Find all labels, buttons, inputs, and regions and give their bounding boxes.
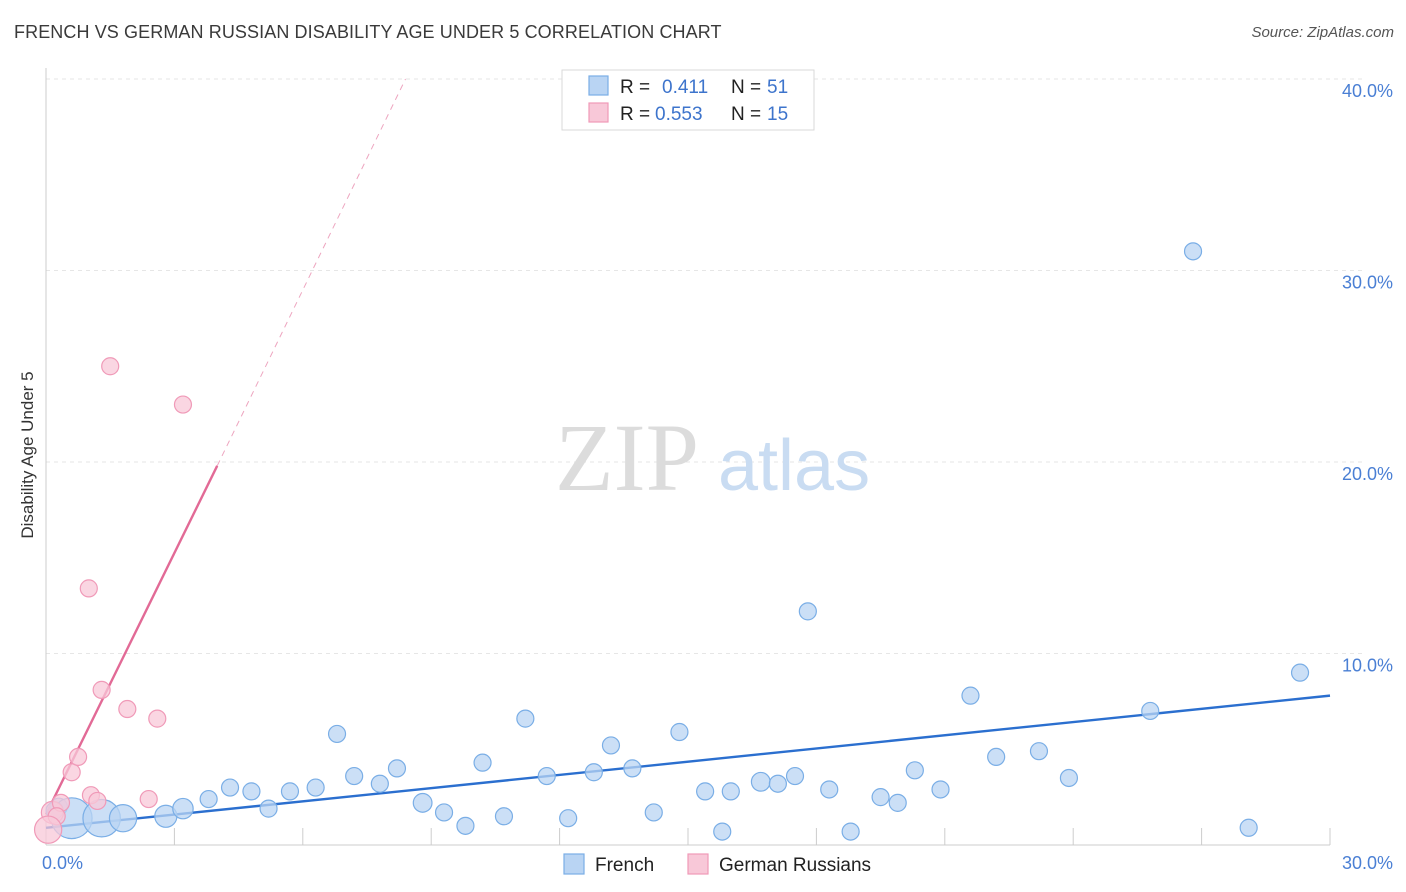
gridlines xyxy=(46,78,1365,654)
point-french xyxy=(1141,701,1160,721)
legend-french-r-label: R = xyxy=(620,77,650,98)
y-tick-label: 20.0% xyxy=(1342,464,1393,484)
point-french xyxy=(987,747,1006,767)
point-french xyxy=(888,793,907,812)
point-french xyxy=(434,803,454,822)
watermark-atlas: atlas xyxy=(718,426,870,506)
y-axis-label: Disability Age Under 5 xyxy=(18,371,37,538)
legend-french-n-value: 51 xyxy=(767,77,788,98)
point-french xyxy=(345,766,364,786)
point-french xyxy=(750,771,771,792)
series-legend-swatch-french xyxy=(563,853,585,875)
watermark-zip: ZIP xyxy=(555,404,699,511)
data-points xyxy=(33,242,1310,844)
point-french xyxy=(1239,818,1258,837)
point-french xyxy=(798,602,817,621)
point-french xyxy=(327,724,347,744)
point-french xyxy=(623,759,642,778)
point-french xyxy=(220,778,240,797)
point-french xyxy=(559,809,578,828)
point-french xyxy=(1290,663,1310,682)
legend-swatch-french xyxy=(588,75,609,96)
point-french xyxy=(670,722,689,742)
y-tick-label: 30.0% xyxy=(1342,273,1393,293)
legend-french-r-value: 0.411 xyxy=(662,77,708,98)
point-french xyxy=(412,792,433,813)
point-french xyxy=(871,788,890,807)
point-german-russians xyxy=(173,395,193,414)
y-tick-label: 10.0% xyxy=(1342,656,1393,676)
point-french xyxy=(306,778,325,797)
trend-line-french xyxy=(45,694,1331,829)
x-tick-label: 0.0% xyxy=(42,853,83,873)
point-french xyxy=(537,766,556,786)
legend-swatch-german-russians xyxy=(588,102,609,123)
legend-gr-r-label: R = xyxy=(620,104,650,125)
x-tick-labels: 0.0% 30.0% xyxy=(42,853,1393,873)
x-tick-label: 30.0% xyxy=(1342,853,1393,873)
point-french xyxy=(259,799,278,818)
legend-gr-r-value: 0.553 xyxy=(655,104,703,125)
point-french xyxy=(473,753,492,772)
series-legend: French German Russians xyxy=(563,853,871,876)
point-french xyxy=(1029,742,1049,761)
correlation-legend: R = 0.411 N = 51 R = 0.553 N = 15 xyxy=(561,69,815,131)
point-french xyxy=(696,782,715,801)
point-french xyxy=(961,686,980,705)
point-french xyxy=(242,782,261,801)
series-legend-french: French xyxy=(595,855,654,876)
y-tick-label: 40.0% xyxy=(1342,81,1393,101)
point-german-russians xyxy=(92,680,111,699)
point-french xyxy=(456,816,475,835)
axes xyxy=(45,68,1331,846)
point-french xyxy=(931,780,950,799)
trend-line-extension xyxy=(216,78,406,467)
point-french xyxy=(387,759,407,778)
point-french xyxy=(370,774,389,793)
point-french xyxy=(713,822,732,841)
point-german-russians xyxy=(33,815,63,844)
point-french xyxy=(820,780,839,799)
point-french xyxy=(280,782,300,801)
legend-gr-n-value: 15 xyxy=(767,104,788,125)
point-german-russians xyxy=(118,699,137,719)
point-french xyxy=(721,782,740,801)
point-german-russians xyxy=(139,789,158,809)
point-french xyxy=(172,797,194,820)
point-french xyxy=(905,761,924,780)
point-french xyxy=(1059,768,1079,788)
point-french xyxy=(601,736,621,755)
legend-gr-n-label: N = xyxy=(731,104,761,125)
point-french xyxy=(785,766,805,786)
series-legend-german-russians: German Russians xyxy=(719,855,871,876)
chart-title: FRENCH VS GERMAN RUSSIAN DISABILITY AGE … xyxy=(14,22,722,42)
point-german-russians xyxy=(101,357,120,376)
point-french xyxy=(494,807,514,826)
point-german-russians xyxy=(79,579,98,598)
point-french xyxy=(516,709,535,728)
point-german-russians xyxy=(68,747,88,767)
point-french xyxy=(841,822,860,841)
y-tick-labels: 10.0% 20.0% 30.0% 40.0% xyxy=(1342,81,1393,676)
point-french xyxy=(108,803,138,833)
point-german-russians xyxy=(148,709,167,728)
point-french xyxy=(644,803,663,822)
point-french xyxy=(584,763,603,782)
point-german-russians xyxy=(88,791,107,811)
point-german-russians xyxy=(62,763,81,782)
point-french xyxy=(199,789,218,809)
series-legend-swatch-german-russians xyxy=(687,853,709,875)
point-french xyxy=(1183,242,1203,261)
point-french xyxy=(768,774,787,793)
source-credit: Source: ZipAtlas.com xyxy=(1251,24,1394,41)
legend-french-n-label: N = xyxy=(731,77,761,98)
